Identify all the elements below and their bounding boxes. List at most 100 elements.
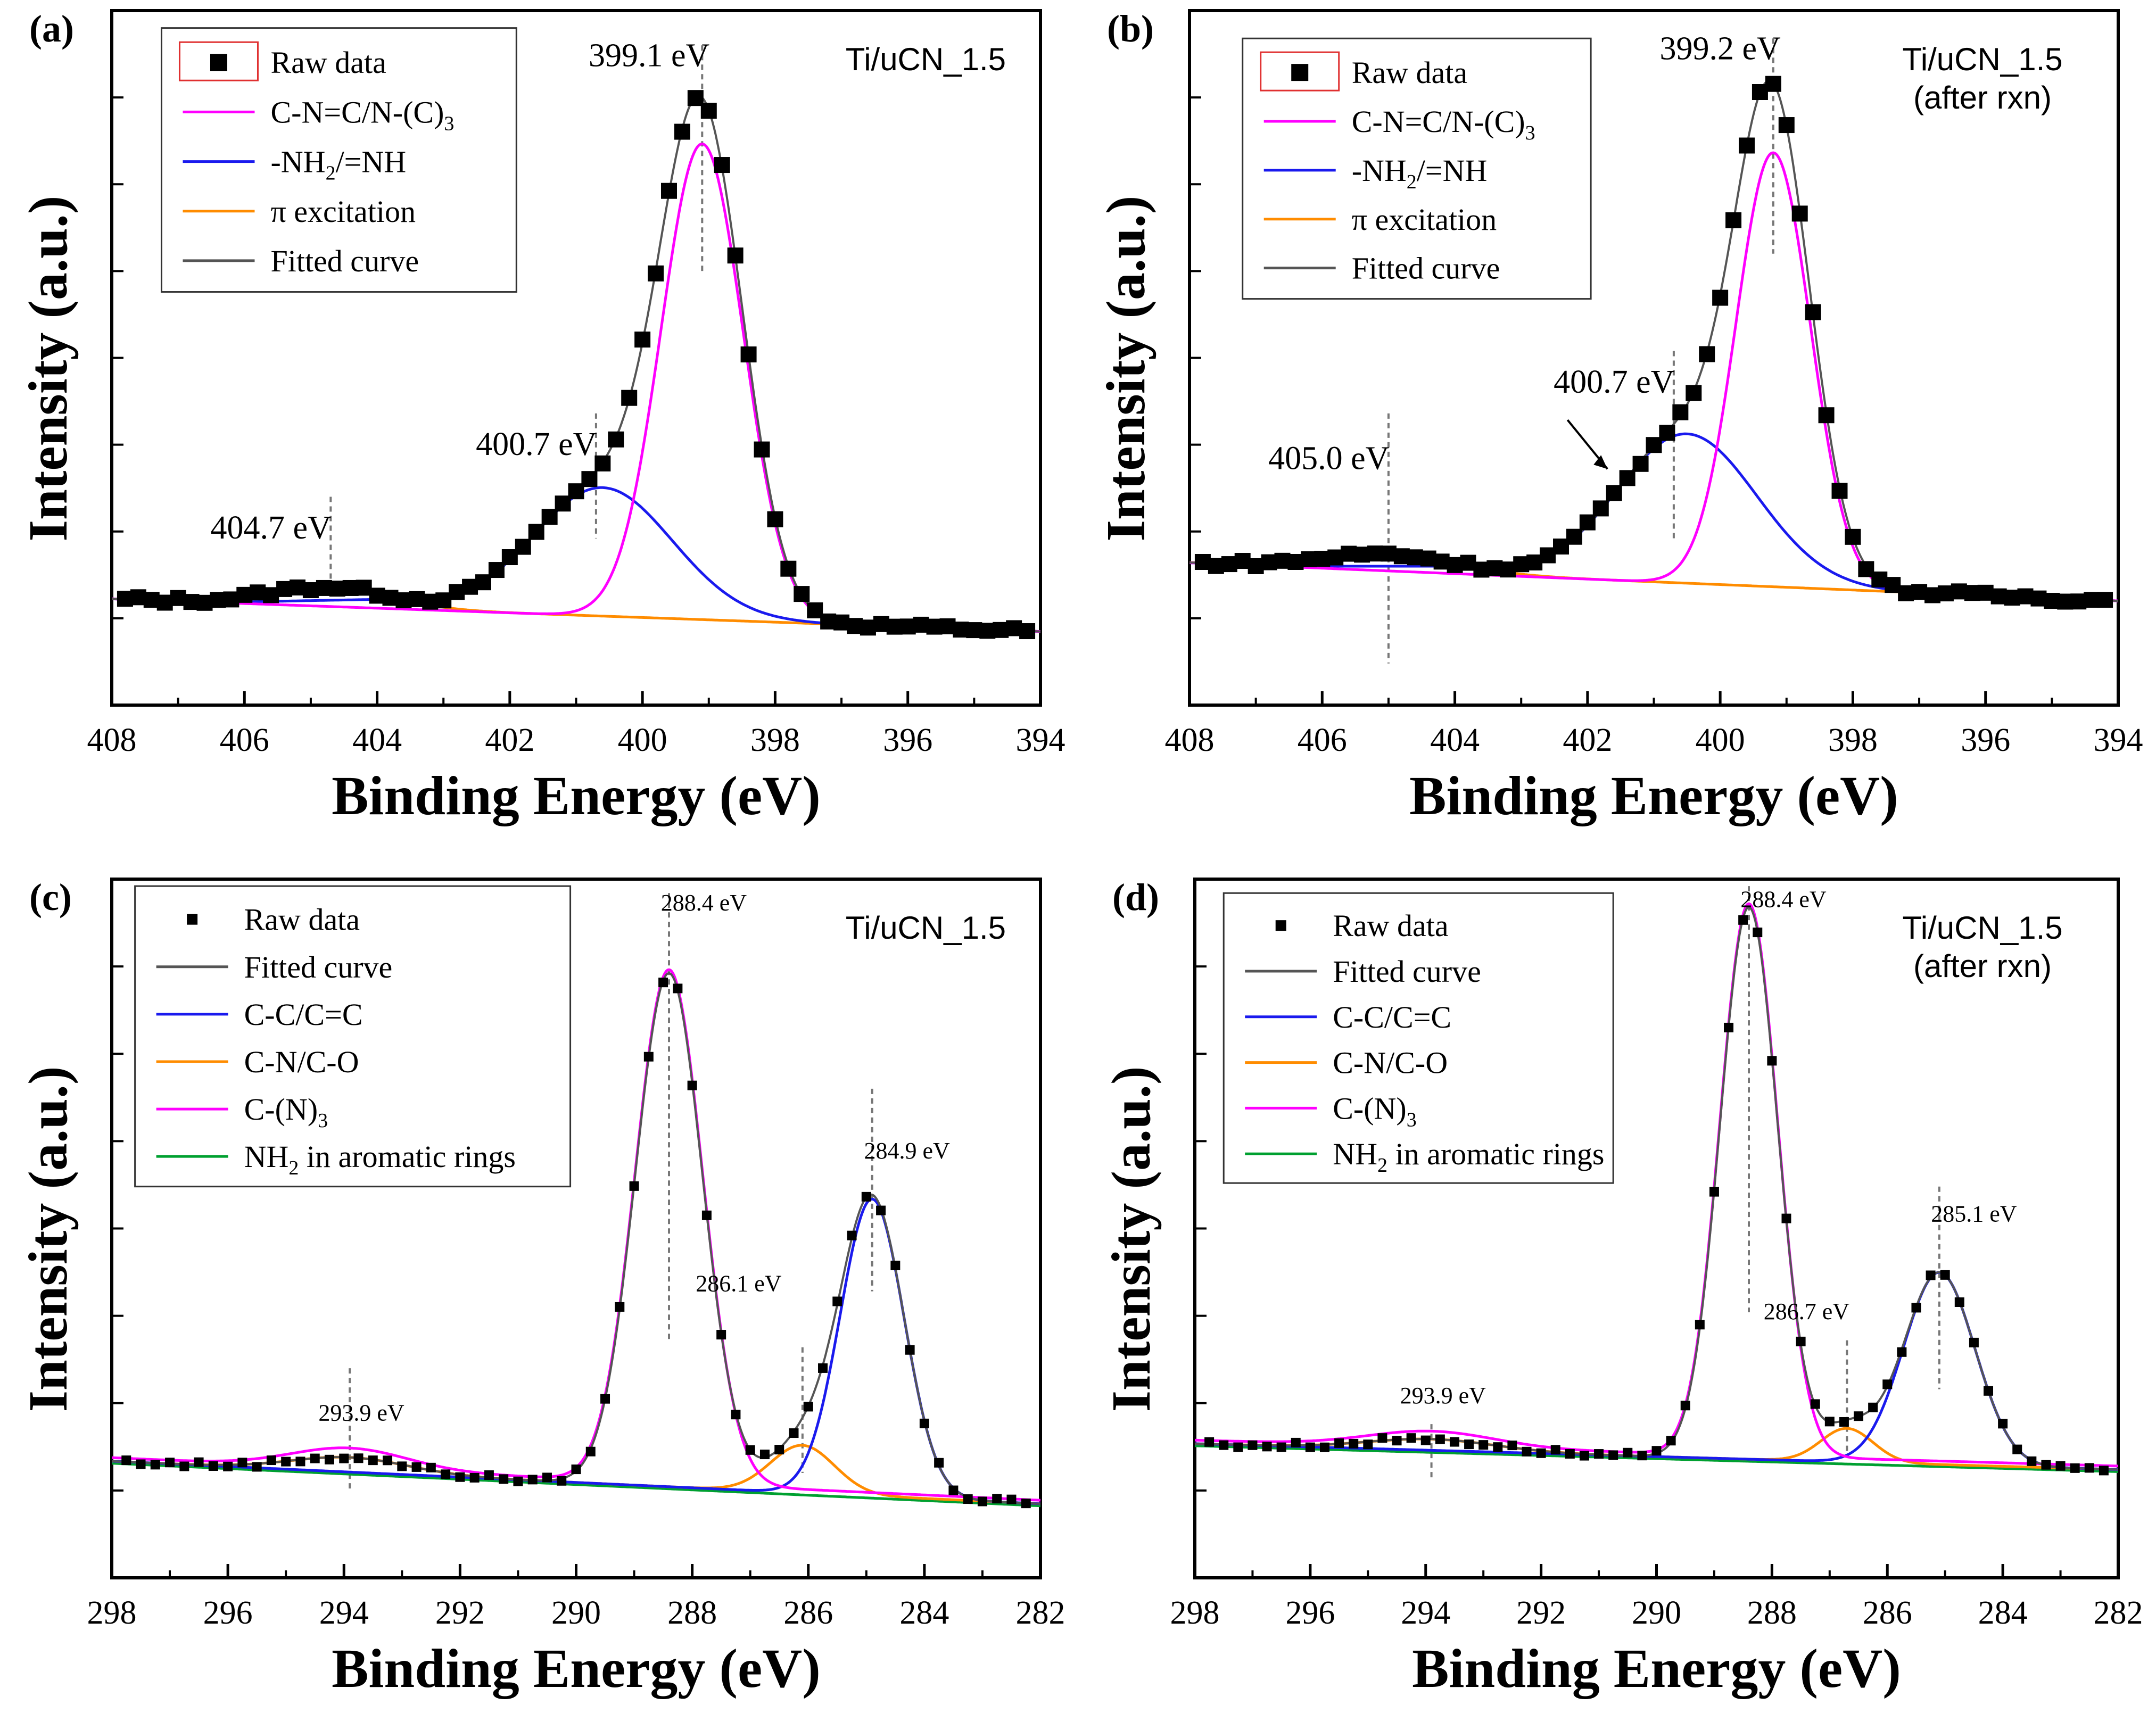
raw-data-point bbox=[673, 983, 683, 994]
legend-box bbox=[1222, 892, 1614, 1184]
x-tick-label: 400 bbox=[1696, 722, 1745, 758]
raw-data-point bbox=[1623, 1447, 1633, 1458]
raw-data-point bbox=[1291, 1437, 1301, 1447]
x-tick-label: 292 bbox=[1516, 1595, 1566, 1631]
legend-box bbox=[160, 27, 517, 293]
raw-data-point bbox=[1998, 1419, 2008, 1429]
raw-data-point bbox=[1566, 528, 1582, 545]
raw-data-point bbox=[2097, 592, 2113, 608]
raw-data-point bbox=[1349, 1438, 1359, 1449]
raw-data-point bbox=[1204, 1437, 1215, 1447]
raw-data-point bbox=[876, 1205, 886, 1215]
peak-label: 404.7 eV bbox=[210, 510, 332, 546]
raw-data-point bbox=[992, 1494, 1002, 1504]
legend-marker bbox=[1275, 920, 1286, 931]
x-tick-label: 408 bbox=[87, 722, 137, 758]
x-tick-label: 398 bbox=[1828, 722, 1878, 758]
raw-data-point bbox=[1695, 1320, 1705, 1330]
x-tick-label: 294 bbox=[319, 1595, 369, 1631]
raw-data-point bbox=[1753, 928, 1763, 938]
raw-data-point bbox=[455, 1472, 465, 1482]
raw-data-point bbox=[634, 332, 651, 348]
legend: Raw data Fitted curve C-C/C=C C-N/C-O C-(N)3… bbox=[134, 885, 572, 1188]
raw-data-point bbox=[731, 1410, 741, 1420]
raw-data-point bbox=[1608, 1450, 1618, 1460]
legend-marker-frame bbox=[1260, 51, 1340, 92]
legend-box bbox=[134, 885, 572, 1188]
raw-data-point bbox=[571, 1464, 581, 1475]
raw-data-point bbox=[1392, 1436, 1402, 1446]
raw-data-point bbox=[1882, 1379, 1893, 1389]
peak-label: 405.0 eV bbox=[1268, 440, 1390, 476]
raw-data-point bbox=[1824, 1417, 1835, 1427]
raw-data-point bbox=[1363, 1439, 1373, 1450]
raw-data-point bbox=[2055, 1461, 2066, 1471]
raw-data-point bbox=[963, 1494, 973, 1504]
raw-data-point bbox=[1796, 1336, 1806, 1346]
sample-label: Ti/uCN_1.5 bbox=[1902, 42, 2062, 77]
peak-label: 399.2 eV bbox=[1659, 30, 1781, 67]
x-tick-label: 402 bbox=[1563, 722, 1612, 758]
legend-label: Raw data bbox=[270, 45, 386, 80]
raw-data-point bbox=[1831, 483, 1848, 499]
raw-data-point bbox=[977, 1496, 987, 1507]
raw-data-point bbox=[441, 1469, 451, 1479]
raw-data-point bbox=[674, 123, 690, 140]
raw-data-point bbox=[934, 1458, 944, 1468]
raw-data-point bbox=[1507, 1441, 1517, 1451]
legend-label: π excitation bbox=[1352, 202, 1497, 237]
raw-data-point bbox=[774, 1445, 784, 1455]
legend-marker bbox=[210, 54, 227, 71]
raw-data-point bbox=[1854, 1411, 1864, 1421]
legend-box bbox=[1242, 37, 1592, 300]
legend-label: NH2 in aromatic rings bbox=[1333, 1137, 1604, 1177]
raw-data-point bbox=[714, 157, 730, 173]
raw-data-point bbox=[1579, 514, 1596, 531]
raw-data-point bbox=[1420, 1435, 1431, 1445]
x-tick-label: 298 bbox=[1170, 1595, 1220, 1631]
x-tick-label: 290 bbox=[551, 1595, 601, 1631]
x-tick-label: 396 bbox=[883, 722, 932, 758]
raw-data-point bbox=[515, 539, 531, 555]
raw-data-point bbox=[643, 1052, 654, 1062]
raw-data-point bbox=[1006, 1494, 1017, 1504]
x-tick-label: 394 bbox=[2094, 722, 2143, 758]
x-tick-label: 286 bbox=[783, 1595, 833, 1631]
raw-data-point bbox=[1219, 1440, 1229, 1450]
sample-label: Ti/uCN_1.5 bbox=[846, 910, 1006, 946]
raw-data-point bbox=[426, 1462, 436, 1472]
x-tick-label: 404 bbox=[1430, 722, 1480, 758]
raw-data-point bbox=[1536, 1448, 1546, 1458]
legend-label: -NH2/=NH bbox=[270, 145, 406, 185]
legend-label: Raw data bbox=[1333, 908, 1448, 943]
raw-data-point bbox=[121, 1455, 131, 1466]
raw-data-point bbox=[780, 560, 797, 577]
peak-label: 285.1 eV bbox=[1931, 1201, 2017, 1227]
annotation-arrowhead bbox=[1593, 455, 1608, 469]
raw-data-point bbox=[165, 1458, 175, 1468]
raw-data-point bbox=[847, 1230, 857, 1240]
peak-label: 286.1 eV bbox=[696, 1271, 782, 1297]
x-tick-label: 398 bbox=[750, 722, 800, 758]
raw-data-point bbox=[1712, 289, 1729, 306]
raw-data-point bbox=[1651, 1446, 1662, 1456]
x-tick-label: 296 bbox=[203, 1595, 253, 1631]
raw-data-point bbox=[1435, 1434, 1445, 1444]
x-tick-label: 298 bbox=[87, 1595, 137, 1631]
raw-data-point bbox=[1592, 500, 1609, 517]
raw-data-point bbox=[1781, 1213, 1791, 1223]
legend-label: Fitted curve bbox=[244, 950, 393, 984]
legend-label: Fitted curve bbox=[1333, 954, 1481, 989]
x-tick-label: 406 bbox=[220, 722, 269, 758]
raw-data-point bbox=[1464, 1439, 1474, 1450]
raw-data-point bbox=[1926, 1270, 1936, 1280]
raw-data-point bbox=[759, 1450, 770, 1460]
peak-label: 284.9 eV bbox=[864, 1138, 951, 1164]
raw-data-point bbox=[1738, 915, 1748, 925]
raw-data-point bbox=[484, 1470, 494, 1480]
panel-label: (c) bbox=[29, 876, 72, 918]
raw-data-point bbox=[2070, 1463, 2080, 1473]
x-axis-label: Binding Energy (eV) bbox=[1409, 765, 1898, 826]
legend-label: C-N/C-O bbox=[244, 1045, 359, 1079]
legend-label: Raw data bbox=[244, 903, 360, 937]
